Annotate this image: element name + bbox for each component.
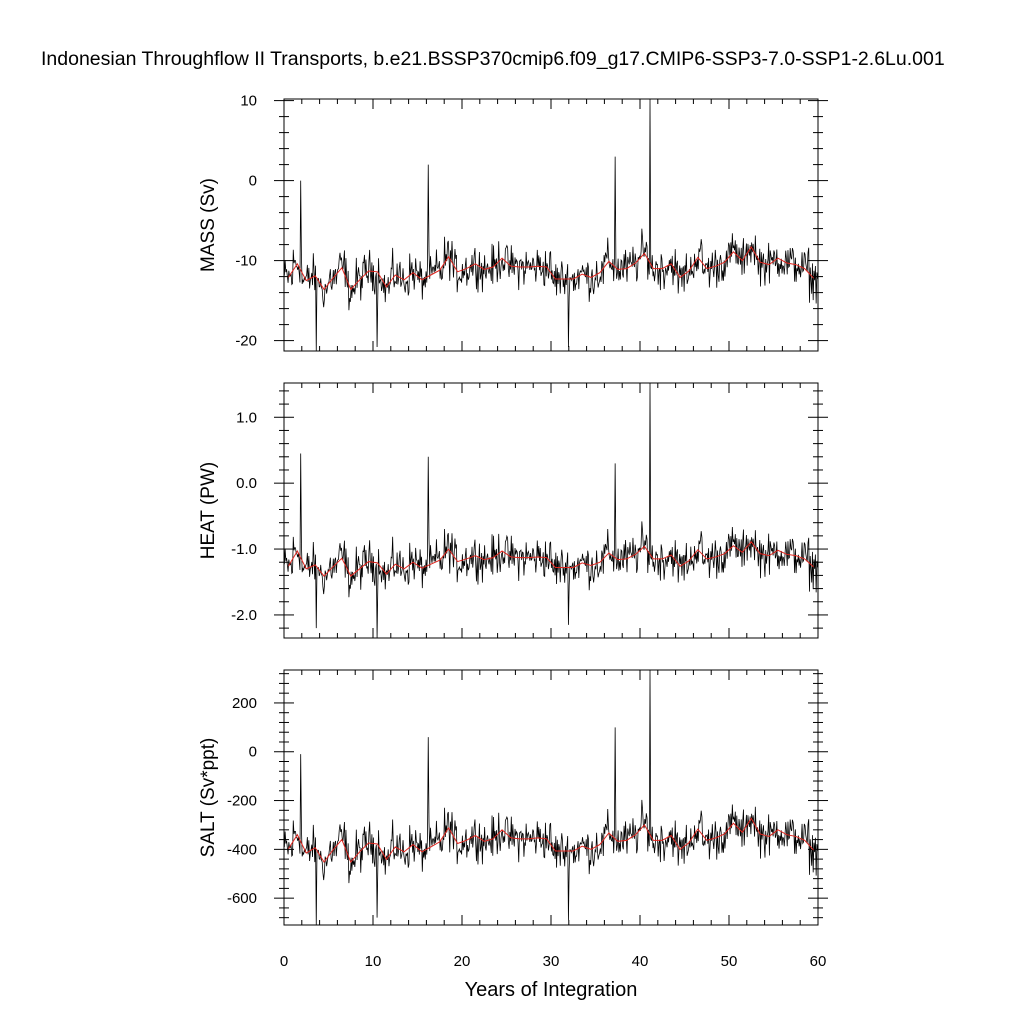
- y-tick-label: 0.0: [236, 475, 257, 492]
- chart-title: Indonesian Throughflow II Transports, b.…: [41, 48, 945, 70]
- x-tick-label: 0: [280, 953, 288, 970]
- y-tick-label: 200: [232, 695, 257, 712]
- x-tick-label: 40: [632, 953, 649, 970]
- y-tick-label: -20: [235, 333, 257, 350]
- annual-mean-line: [288, 540, 814, 577]
- monthly-series-line: [283, 669, 819, 926]
- x-tick-label: 50: [721, 953, 738, 970]
- y-tick-label: -200: [227, 793, 257, 810]
- y-tick-label: 0: [249, 173, 257, 190]
- y-tick-label: -1.0: [231, 541, 257, 558]
- x-tick-label: 30: [543, 953, 560, 970]
- x-tick-label: 10: [365, 953, 382, 970]
- y-tick-label: -10: [235, 253, 257, 270]
- monthly-series-line: [283, 382, 819, 639]
- y-axis-label: HEAT (PW): [198, 462, 219, 559]
- x-tick-label: 20: [454, 953, 471, 970]
- panel-frame: [283, 98, 819, 352]
- panel-frame: [283, 382, 819, 639]
- y-tick-label: -2.0: [231, 607, 257, 624]
- y-axis-label: MASS (Sv): [198, 178, 219, 272]
- annual-mean-line: [288, 246, 814, 291]
- y-tick-label: 1.0: [236, 409, 257, 426]
- annual-mean-line: [288, 817, 814, 863]
- panel-frame: [283, 669, 819, 926]
- x-tick-label: 60: [810, 953, 827, 970]
- y-tick-label: 0: [249, 744, 257, 761]
- y-axis-label: SALT (Sv*ppt): [198, 738, 219, 858]
- x-axis-label: Years of Integration: [465, 979, 638, 1001]
- y-tick-label: -400: [227, 841, 257, 858]
- monthly-series-line: [283, 98, 819, 352]
- y-tick-label: -600: [227, 890, 257, 907]
- y-tick-label: 10: [240, 93, 257, 110]
